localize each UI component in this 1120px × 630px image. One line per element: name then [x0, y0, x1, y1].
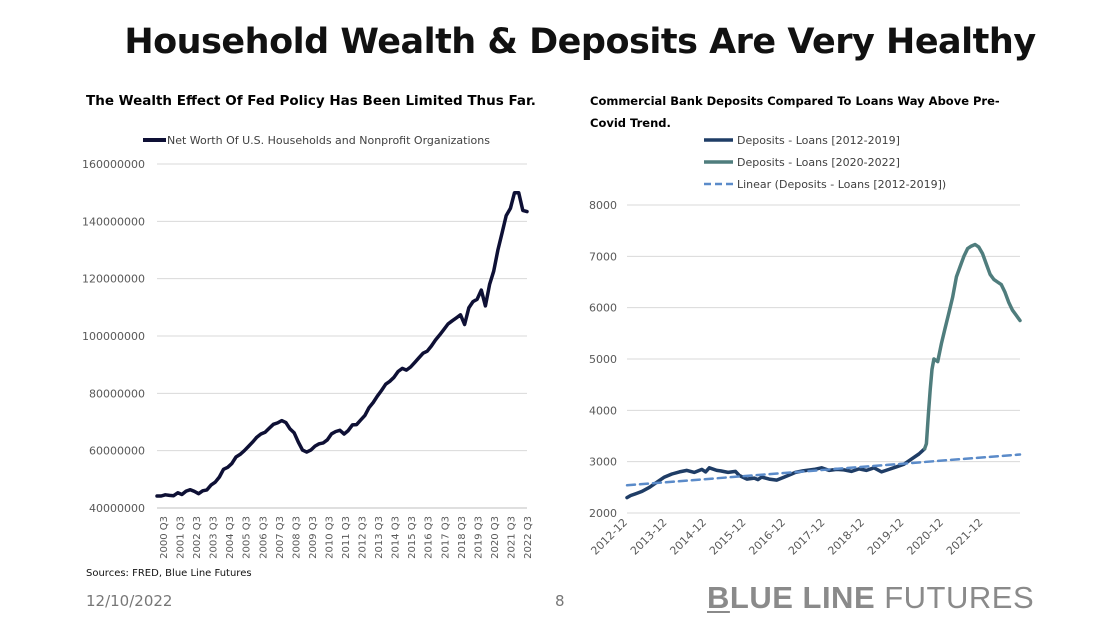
x-tick-label: 2014 Q3 [391, 516, 402, 559]
series-line-0 [625, 447, 927, 500]
y-tick-label: 120000000 [82, 273, 145, 286]
logo-first-letter: B [707, 580, 730, 615]
series-line-2 [625, 453, 1022, 487]
x-tick-label: 2018 Q3 [457, 516, 468, 559]
x-tick-label: 2013-12 [628, 516, 670, 558]
logo-bold-text: LUE LINE [729, 580, 876, 615]
series-line-1 [922, 242, 1022, 451]
x-tick-label: 2020-12 [904, 516, 946, 558]
x-tick-label: 2021-12 [944, 516, 986, 558]
y-tick-label: 100000000 [82, 330, 145, 343]
x-tick-label: 2018-12 [825, 516, 867, 558]
legend-label: Linear (Deposits - Loans [2012-2019]) [737, 178, 946, 191]
x-tick-label: 2004 Q3 [225, 516, 236, 559]
x-tick-label: 2019-12 [865, 516, 907, 558]
x-tick-label: 2003 Q3 [209, 516, 220, 559]
y-tick-label: 3000 [589, 456, 617, 469]
x-tick-label: 2015 Q3 [407, 516, 418, 559]
x-tick-label: 2012-12 [588, 516, 630, 558]
y-tick-label: 7000 [589, 250, 617, 263]
x-tick-label: 2016-12 [746, 516, 788, 558]
net-worth-line [155, 190, 529, 498]
x-tick-label: 2012 Q3 [358, 516, 369, 559]
x-tick-label: 2021 Q3 [506, 516, 517, 559]
x-tick-label: 2008 Q3 [291, 516, 302, 559]
y-tick-label: 8000 [589, 199, 617, 212]
x-tick-label: 2013 Q3 [374, 516, 385, 559]
y-tick-label: 4000 [589, 404, 617, 417]
company-logo: BLUE LINE FUTURES [707, 580, 1034, 616]
x-tick-label: 2011 Q3 [341, 516, 352, 559]
y-tick-label: 80000000 [89, 387, 145, 400]
x-tick-label: 2009 Q3 [308, 516, 319, 559]
legend-label: Net Worth Of U.S. Households and Nonprof… [167, 134, 490, 147]
x-tick-label: 2019 Q3 [473, 516, 484, 559]
slide-date: 12/10/2022 [86, 592, 173, 610]
y-tick-label: 5000 [589, 353, 617, 366]
x-tick-label: 2020 Q3 [490, 516, 501, 559]
x-tick-label: 2017 Q3 [440, 516, 451, 559]
x-tick-label: 2017-12 [786, 516, 828, 558]
legend-label: Deposits - Loans [2020-2022] [737, 156, 900, 169]
x-tick-label: 2005 Q3 [242, 516, 253, 559]
y-tick-label: 40000000 [89, 502, 145, 515]
legend-label: Deposits - Loans [2012-2019] [737, 134, 900, 147]
y-tick-label: 140000000 [82, 215, 145, 228]
x-tick-label: 2022 Q3 [523, 516, 534, 559]
sources-note: Sources: FRED, Blue Line Futures [86, 568, 252, 579]
left-chart-title: The Wealth Effect Of Fed Policy Has Been… [86, 93, 536, 109]
y-tick-label: 2000 [589, 507, 617, 520]
y-tick-label: 60000000 [89, 445, 145, 458]
x-tick-label: 2006 Q3 [258, 516, 269, 559]
page-number: 8 [555, 592, 565, 610]
y-tick-label: 160000000 [82, 158, 145, 171]
x-tick-label: 2015-12 [707, 516, 749, 558]
y-tick-label: 6000 [589, 302, 617, 315]
x-tick-label: 2010 Q3 [324, 516, 335, 559]
x-tick-label: 2001 Q3 [176, 516, 187, 559]
logo-light-text: FUTURES [875, 580, 1035, 615]
x-tick-label: 2002 Q3 [192, 516, 203, 559]
slide-title: Household Wealth & Deposits Are Very Hea… [124, 22, 1036, 62]
x-tick-label: 2014-12 [667, 516, 709, 558]
x-tick-label: 2016 Q3 [424, 516, 435, 559]
x-tick-label: 2007 Q3 [275, 516, 286, 559]
right-chart-title: Commercial Bank Deposits Compared To Loa… [590, 94, 1000, 130]
x-tick-label: 2000 Q3 [159, 516, 170, 559]
